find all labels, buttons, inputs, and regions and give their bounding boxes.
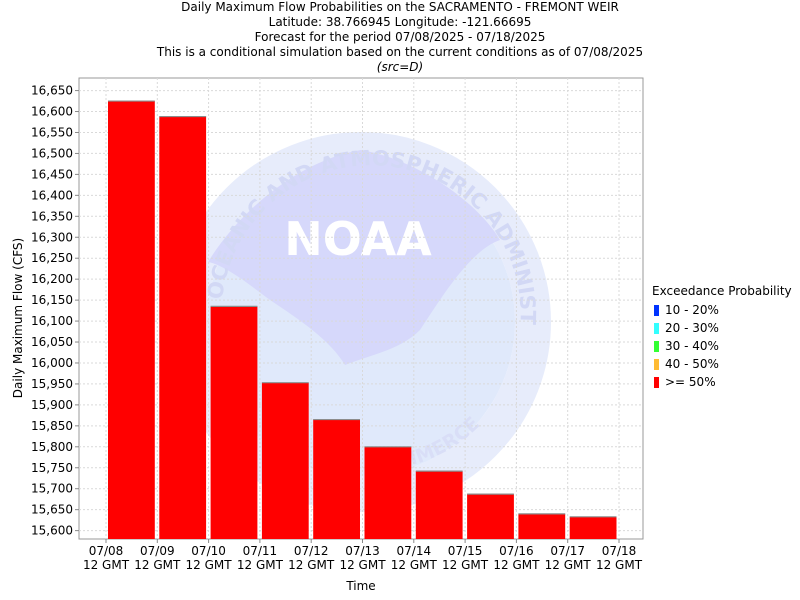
y-tick-label: 15,800 — [31, 440, 73, 454]
x-tick-label-time: 12 GMT — [134, 558, 181, 572]
legend-item: 40 - 50% — [652, 355, 792, 373]
y-tick-label: 16,250 — [31, 251, 73, 265]
bar — [467, 494, 514, 539]
chart-title-block: Daily Maximum Flow Probabilities on the … — [0, 0, 800, 75]
x-tick-label-time: 12 GMT — [288, 558, 335, 572]
y-axis: 15,600 15,650 15,700 15,750 15,800 15,850 15,9… — [31, 84, 79, 538]
x-tick-label-time: 12 GMT — [596, 558, 643, 572]
x-tick-label-time: 12 GMT — [391, 558, 438, 572]
x-tick-label-date: 07/08 — [89, 544, 124, 558]
bar — [415, 471, 463, 539]
y-tick-label: 15,900 — [31, 398, 73, 412]
y-tick-label: 16,200 — [31, 272, 73, 286]
chart-forecast-period: Forecast for the period 07/08/2025 - 07/… — [254, 30, 546, 44]
bars — [108, 100, 617, 540]
legend-item: 10 - 20% — [652, 301, 792, 319]
x-axis-title: Time — [345, 579, 375, 593]
legend-swatch — [654, 304, 659, 316]
x-tick-label-date: 07/09 — [140, 544, 175, 558]
legend-item: >= 50% — [652, 373, 792, 391]
legend-swatch — [654, 358, 659, 370]
y-tick-label: 15,950 — [31, 377, 73, 391]
x-tick-label-date: 07/16 — [499, 544, 534, 558]
y-tick-label: 16,050 — [31, 335, 73, 349]
legend-label: >= 50% — [665, 375, 716, 389]
y-tick-label: 16,550 — [31, 125, 73, 139]
y-tick-label: 15,850 — [31, 419, 73, 433]
y-tick-label: 16,500 — [31, 146, 73, 160]
x-tick-label-time: 12 GMT — [83, 558, 130, 572]
y-tick-label: 16,150 — [31, 293, 73, 307]
chart-condition-note: This is a conditional simulation based o… — [156, 45, 644, 59]
x-tick-label-time: 12 GMT — [237, 558, 284, 572]
chart-location: Latitude: 38.766945 Longitude: -121.6669… — [268, 15, 532, 29]
bar — [569, 516, 617, 539]
legend-title: Exceedance Probability — [652, 284, 792, 298]
chart-title: Daily Maximum Flow Probabilities on the … — [181, 0, 619, 14]
y-tick-label: 16,650 — [31, 84, 73, 98]
x-tick-label-date: 07/17 — [550, 544, 585, 558]
legend-item: 20 - 30% — [652, 319, 792, 337]
x-tick-label-date: 07/14 — [397, 544, 432, 558]
y-tick-label: 15,750 — [31, 461, 73, 475]
x-tick-label-date: 07/18 — [602, 544, 637, 558]
y-axis-title: Daily Maximum Flow (CFS) — [11, 238, 25, 398]
legend-swatch — [654, 376, 659, 388]
bar — [261, 382, 309, 539]
bar — [210, 306, 258, 539]
legend: Exceedance Probability 10 - 20% 20 - 30% 3… — [652, 284, 792, 391]
legend-item: 30 - 40% — [652, 337, 792, 355]
legend-label: 20 - 30% — [665, 321, 719, 335]
y-tick-label: 15,600 — [31, 524, 73, 538]
legend-swatch — [654, 340, 659, 352]
y-tick-label: 16,600 — [31, 105, 73, 119]
y-tick-label: 15,700 — [31, 482, 73, 496]
bar — [108, 101, 155, 540]
chart-source: (src=D) — [376, 60, 424, 74]
bar — [313, 419, 360, 539]
legend-label: 40 - 50% — [665, 357, 719, 371]
x-tick-label-time: 12 GMT — [545, 558, 592, 572]
legend-items: 10 - 20% 20 - 30% 30 - 40% 40 - 50% >= 50% — [652, 301, 792, 391]
y-tick-label: 16,400 — [31, 188, 73, 202]
y-tick-label: 16,300 — [31, 230, 73, 244]
x-tick-label-time: 12 GMT — [442, 558, 489, 572]
legend-label: 30 - 40% — [665, 339, 719, 353]
bar — [364, 446, 412, 539]
watermark-logo-text: NOAA — [284, 212, 432, 266]
x-tick-label-time: 12 GMT — [339, 558, 386, 572]
bar — [159, 116, 207, 539]
x-tick-label-date: 07/11 — [243, 544, 278, 558]
y-tick-label: 16,100 — [31, 314, 73, 328]
x-tick-label-date: 07/10 — [191, 544, 226, 558]
x-tick-label-date: 07/13 — [345, 544, 380, 558]
legend-swatch — [654, 322, 659, 334]
y-tick-label: 15,650 — [31, 503, 73, 517]
y-tick-label: 16,350 — [31, 209, 73, 223]
watermark-bird — [208, 150, 500, 365]
x-tick-label-date: 07/15 — [448, 544, 483, 558]
bar — [518, 513, 566, 539]
y-tick-label: 16,450 — [31, 167, 73, 181]
x-tick-label-time: 12 GMT — [186, 558, 233, 572]
x-tick-label-time: 12 GMT — [493, 558, 540, 572]
legend-label: 10 - 20% — [665, 303, 719, 317]
x-tick-label-date: 07/12 — [294, 544, 329, 558]
y-tick-label: 16,000 — [31, 356, 73, 370]
